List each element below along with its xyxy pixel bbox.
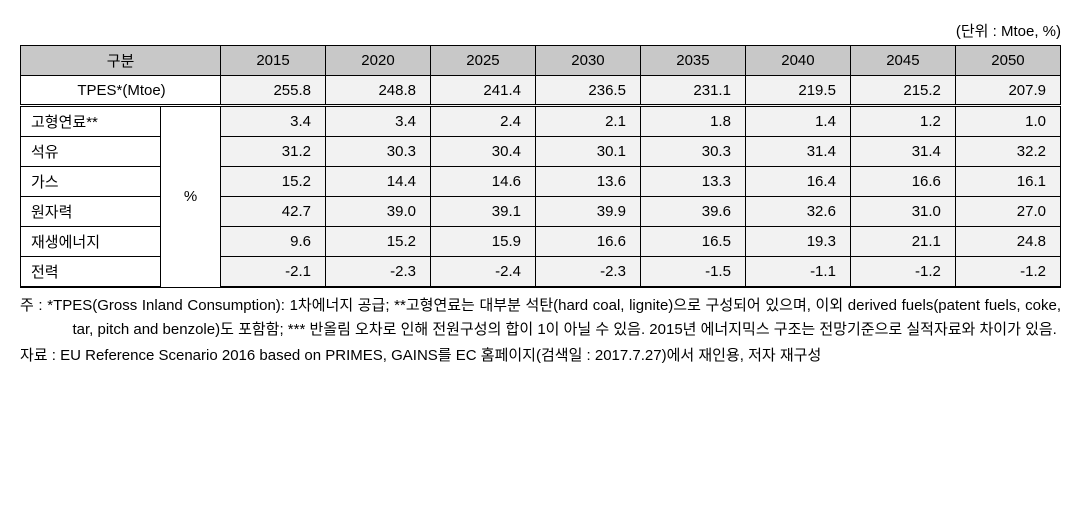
cell: 16.5 <box>640 227 745 257</box>
cell: 30.3 <box>640 137 745 167</box>
cell: 16.1 <box>955 167 1060 197</box>
header-year: 2045 <box>850 46 955 76</box>
header-year: 2035 <box>640 46 745 76</box>
tpes-value: 241.4 <box>430 76 535 106</box>
cell: 19.3 <box>745 227 850 257</box>
tpes-value: 207.9 <box>955 76 1060 106</box>
cell: 13.3 <box>640 167 745 197</box>
row-label: 원자력 <box>21 197 161 227</box>
header-year: 2015 <box>221 46 326 76</box>
cell: 32.6 <box>745 197 850 227</box>
cell: 31.4 <box>850 137 955 167</box>
footnotes: 주 : *TPES(Gross Inland Consumption): 1차에… <box>20 294 1061 368</box>
cell: -1.2 <box>955 257 1060 288</box>
cell: 24.8 <box>955 227 1060 257</box>
cell: 2.1 <box>535 106 640 137</box>
cell: 31.2 <box>221 137 326 167</box>
tpes-value: 231.1 <box>640 76 745 106</box>
tpes-row: TPES*(Mtoe) 255.8 248.8 241.4 236.5 231.… <box>21 76 1061 106</box>
cell: 31.0 <box>850 197 955 227</box>
cell: 15.2 <box>326 227 431 257</box>
cell: 14.4 <box>326 167 431 197</box>
cell: 1.4 <box>745 106 850 137</box>
header-year: 2025 <box>430 46 535 76</box>
cell: 30.4 <box>430 137 535 167</box>
header-year: 2030 <box>535 46 640 76</box>
cell: 3.4 <box>326 106 431 137</box>
cell: 2.4 <box>430 106 535 137</box>
cell: 16.6 <box>850 167 955 197</box>
cell: 3.4 <box>221 106 326 137</box>
row-label: 석유 <box>21 137 161 167</box>
cell: 39.1 <box>430 197 535 227</box>
footnote-source: 자료 : EU Reference Scenario 2016 based on… <box>20 344 1061 368</box>
tpes-value: 215.2 <box>850 76 955 106</box>
energy-mix-table: 구분 2015 2020 2025 2030 2035 2040 2045 20… <box>20 45 1061 288</box>
header-year: 2020 <box>326 46 431 76</box>
cell: 15.9 <box>430 227 535 257</box>
cell: -1.5 <box>640 257 745 288</box>
tpes-value: 248.8 <box>326 76 431 106</box>
row-label: 가스 <box>21 167 161 197</box>
cell: -1.2 <box>850 257 955 288</box>
unit-cell: % <box>161 106 221 288</box>
tpes-value: 219.5 <box>745 76 850 106</box>
cell: 1.0 <box>955 106 1060 137</box>
tpes-value: 236.5 <box>535 76 640 106</box>
header-year: 2050 <box>955 46 1060 76</box>
cell: -2.3 <box>326 257 431 288</box>
cell: 21.1 <box>850 227 955 257</box>
cell: 39.9 <box>535 197 640 227</box>
cell: 1.8 <box>640 106 745 137</box>
row-label: 고형연료** <box>21 106 161 137</box>
cell: -1.1 <box>745 257 850 288</box>
row-label: 재생에너지 <box>21 227 161 257</box>
cell: 31.4 <box>745 137 850 167</box>
cell: 16.6 <box>535 227 640 257</box>
cell: -2.3 <box>535 257 640 288</box>
cell: 15.2 <box>221 167 326 197</box>
cell: 13.6 <box>535 167 640 197</box>
cell: 39.6 <box>640 197 745 227</box>
cell: 27.0 <box>955 197 1060 227</box>
cell: 14.6 <box>430 167 535 197</box>
footnote-note: 주 : *TPES(Gross Inland Consumption): 1차에… <box>20 294 1061 342</box>
tpes-label: TPES*(Mtoe) <box>21 76 221 106</box>
cell: -2.4 <box>430 257 535 288</box>
unit-label: (단위 : Mtoe, %) <box>20 20 1061 41</box>
tpes-value: 255.8 <box>221 76 326 106</box>
cell: 1.2 <box>850 106 955 137</box>
table-row: 고형연료** % 3.4 3.4 2.4 2.1 1.8 1.4 1.2 1.0 <box>21 106 1061 137</box>
header-row: 구분 2015 2020 2025 2030 2035 2040 2045 20… <box>21 46 1061 76</box>
cell: 16.4 <box>745 167 850 197</box>
cell: 9.6 <box>221 227 326 257</box>
row-label: 전력 <box>21 257 161 288</box>
cell: 42.7 <box>221 197 326 227</box>
cell: 39.0 <box>326 197 431 227</box>
cell: 30.1 <box>535 137 640 167</box>
cell: -2.1 <box>221 257 326 288</box>
header-category: 구분 <box>21 46 221 76</box>
header-year: 2040 <box>745 46 850 76</box>
cell: 32.2 <box>955 137 1060 167</box>
cell: 30.3 <box>326 137 431 167</box>
